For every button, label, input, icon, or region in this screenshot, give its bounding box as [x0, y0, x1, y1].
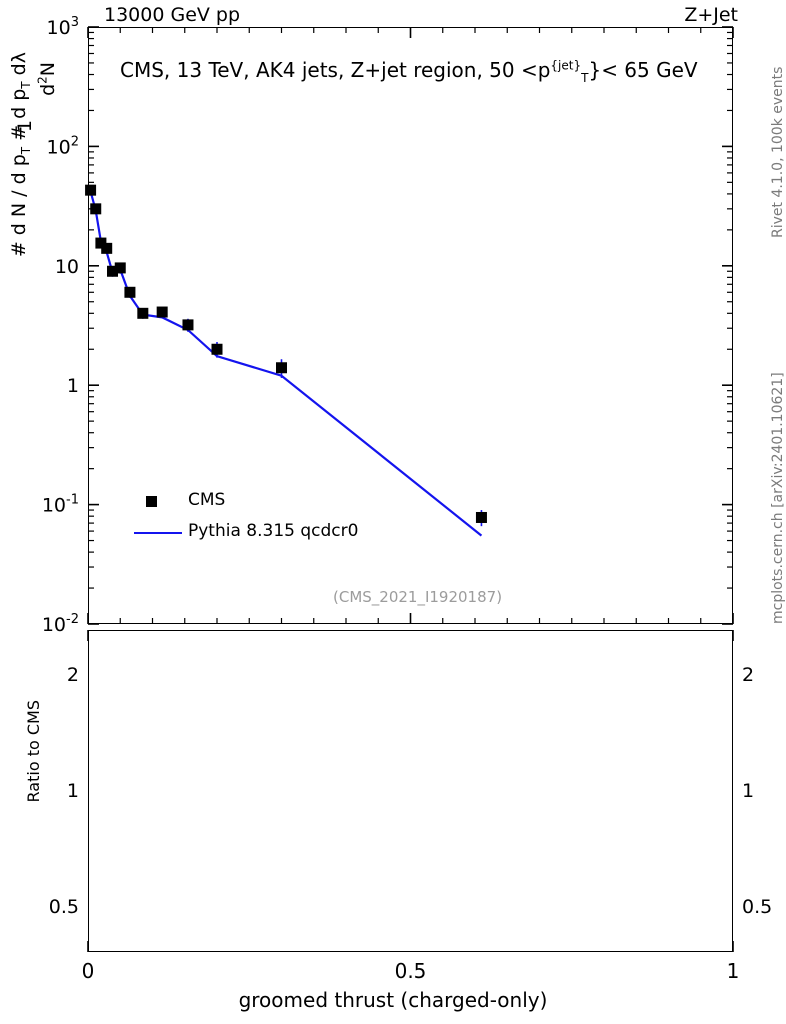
cms-data-point — [124, 286, 136, 298]
ratio-y-tick-label: 1 — [67, 780, 79, 802]
cms-data-point — [137, 307, 149, 319]
header-left-label: 13000 GeV pp — [104, 4, 241, 26]
ratio-y-axis-label: Ratio to CMS — [24, 700, 43, 803]
cms-data-point — [182, 319, 194, 331]
x-tick-label: 0 — [82, 959, 95, 983]
x-axis-label: groomed thrust (charged-only) — [238, 988, 548, 1012]
ratio-y-tick-label-right: 2 — [742, 664, 754, 686]
ratio-y-tick-label: 2 — [67, 664, 79, 686]
legend-label-pythia: Pythia 8.315 qcdcr0 — [188, 521, 359, 541]
y-tick-label: 102 — [47, 134, 79, 158]
cms-data-point — [90, 203, 102, 215]
legend-marker-line — [134, 532, 182, 535]
main-plot-frame — [88, 27, 733, 624]
cms-data-point — [107, 265, 119, 277]
legend-label-cms: CMS — [188, 490, 226, 510]
y-tick-label: 10 — [55, 256, 79, 278]
ratio-plot-frame — [88, 630, 733, 952]
x-tick-label: 0.5 — [395, 959, 427, 983]
legend-marker-square — [146, 496, 157, 507]
cms-data-point — [211, 343, 223, 355]
header-right-label: Z+Jet — [684, 4, 738, 26]
cms-data-point — [85, 184, 97, 196]
plot-title: CMS, 13 TeV, AK4 jets, Z+jet region, 50 … — [120, 58, 698, 85]
ratio-y-tick-label-right: 0.5 — [742, 896, 772, 918]
y-tick-label: 10-1 — [42, 493, 79, 517]
y-tick-label: 10-2 — [42, 612, 79, 636]
cms-data-point — [114, 262, 126, 274]
cms-data-point — [156, 306, 168, 318]
cms-data-point — [101, 242, 113, 254]
y-tick-label: 103 — [47, 15, 79, 39]
cms-data-point — [475, 511, 487, 523]
ratio-y-tick-label: 0.5 — [49, 896, 79, 918]
ratio-y-tick-label-right: 1 — [742, 780, 754, 802]
analysis-id-watermark: (CMS_2021_I1920187) — [333, 588, 503, 606]
cms-data-point — [276, 362, 287, 374]
cms-data-point — [95, 237, 107, 249]
x-tick-label: 1 — [727, 959, 740, 983]
y-tick-label: 1 — [67, 375, 79, 397]
